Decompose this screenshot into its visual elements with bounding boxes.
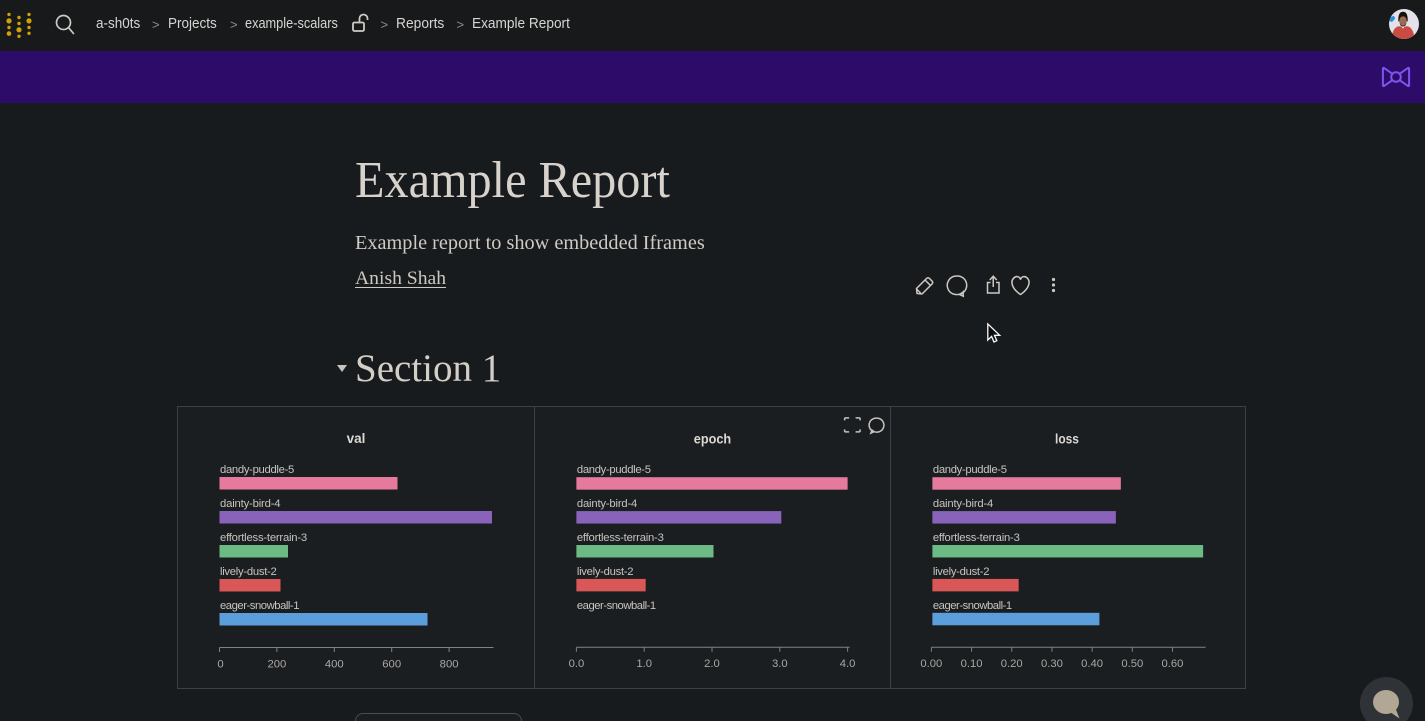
svg-text:epoch: epoch: [694, 431, 731, 446]
svg-text:dandy-puddle-5: dandy-puddle-5: [220, 464, 294, 476]
svg-text:effortless-terrain-3: effortless-terrain-3: [577, 532, 664, 544]
svg-text:0.50: 0.50: [1121, 658, 1143, 670]
svg-text:dandy-puddle-5: dandy-puddle-5: [577, 464, 651, 476]
svg-text:0: 0: [217, 659, 223, 671]
svg-text:effortless-terrain-3: effortless-terrain-3: [933, 532, 1020, 544]
svg-text:eager-snowball-1: eager-snowball-1: [933, 600, 1012, 612]
svg-text:0.20: 0.20: [1001, 658, 1023, 670]
svg-text:dainty-bird-4: dainty-bird-4: [933, 498, 993, 510]
svg-text:800: 800: [440, 659, 459, 671]
svg-text:3.0: 3.0: [772, 658, 788, 670]
svg-text:lively-dust-2: lively-dust-2: [933, 566, 990, 578]
svg-text:0.10: 0.10: [961, 658, 983, 670]
svg-text:2.0: 2.0: [704, 658, 720, 670]
svg-text:4.0: 4.0: [840, 658, 856, 670]
svg-text:200: 200: [267, 659, 286, 671]
svg-text:loss: loss: [1055, 431, 1079, 446]
svg-text:400: 400: [325, 659, 344, 671]
svg-text:lively-dust-2: lively-dust-2: [577, 566, 634, 578]
svg-text:0.40: 0.40: [1081, 658, 1103, 670]
svg-text:eager-snowball-1: eager-snowball-1: [577, 600, 656, 612]
svg-text:0.30: 0.30: [1041, 658, 1063, 670]
svg-text:600: 600: [382, 659, 401, 671]
svg-text:0.0: 0.0: [569, 658, 585, 670]
svg-text:effortless-terrain-3: effortless-terrain-3: [220, 532, 307, 544]
svg-text:0.00: 0.00: [920, 658, 942, 670]
svg-text:dainty-bird-4: dainty-bird-4: [220, 498, 281, 510]
svg-text:1.0: 1.0: [636, 658, 652, 670]
svg-text:lively-dust-2: lively-dust-2: [220, 566, 277, 578]
svg-text:eager-snowball-1: eager-snowball-1: [220, 600, 300, 612]
svg-text:dainty-bird-4: dainty-bird-4: [577, 498, 637, 510]
svg-text:dandy-puddle-5: dandy-puddle-5: [933, 464, 1007, 476]
svg-text:0.60: 0.60: [1162, 658, 1184, 670]
svg-text:val: val: [347, 431, 366, 446]
